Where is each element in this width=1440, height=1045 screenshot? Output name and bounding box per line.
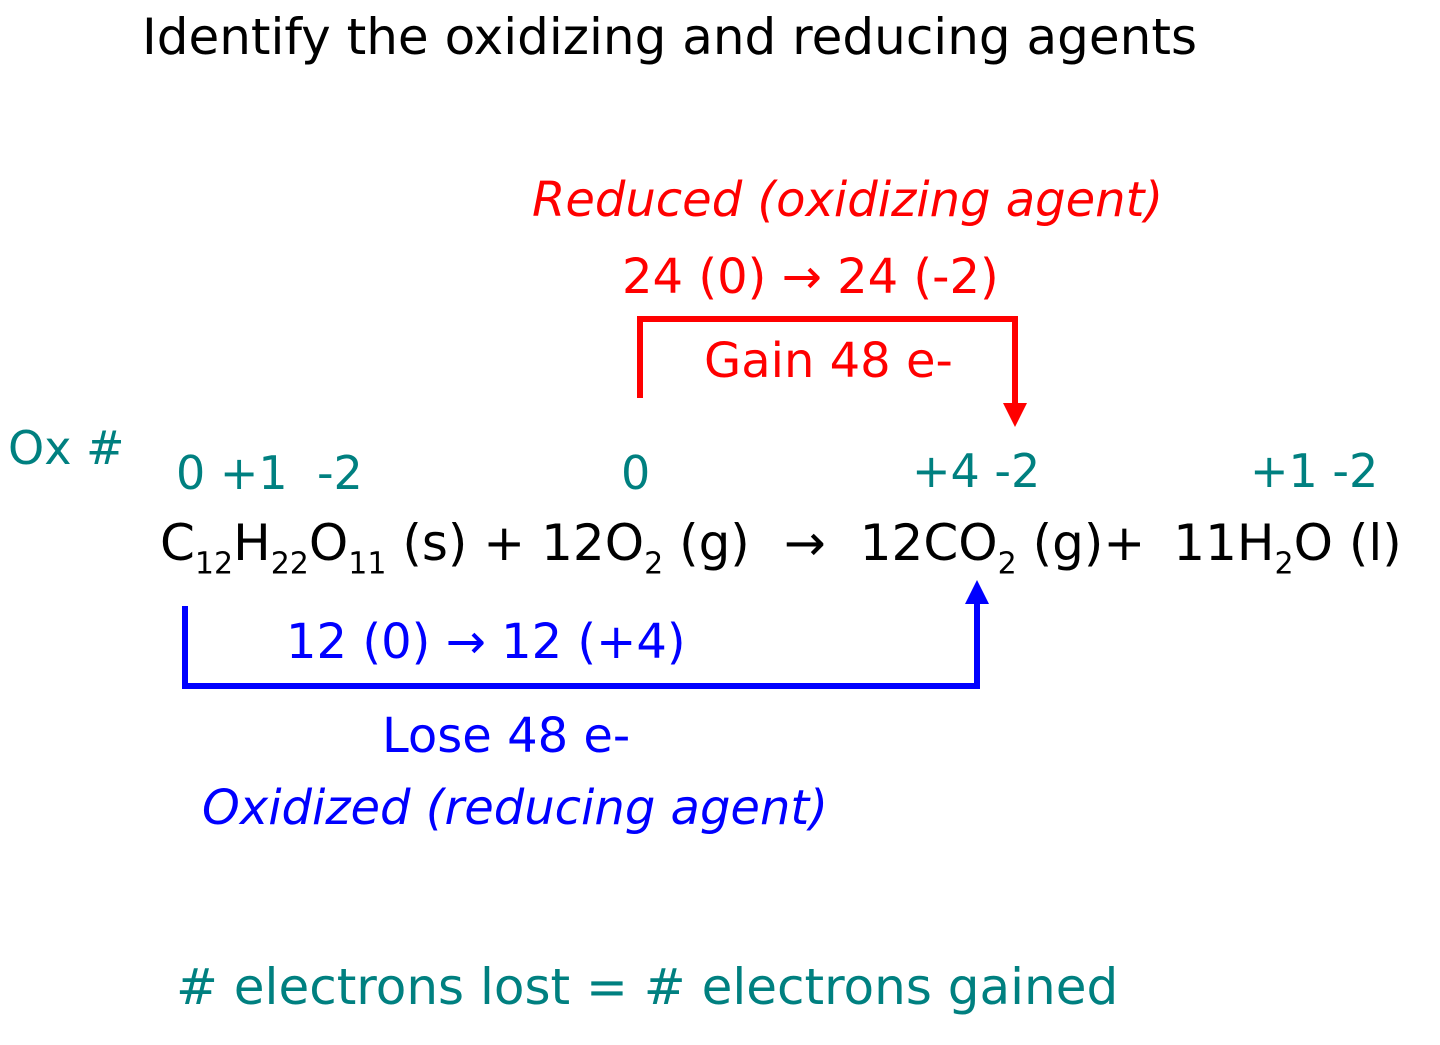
- ox-number-oxygen: 0: [621, 446, 651, 500]
- ox-numbers-sucrose: 0 +1 -2: [176, 446, 363, 500]
- sucrose-state-and-oxygen: (s) + 12O: [386, 514, 645, 572]
- sucrose-o: O: [308, 514, 349, 572]
- carbon-dioxide-subscript: 2: [997, 546, 1017, 582]
- slide-title: Identify the oxidizing and reducing agen…: [142, 8, 1198, 66]
- water: 11H: [1173, 514, 1275, 572]
- water-subscript: 2: [1274, 546, 1294, 582]
- reduced-label: Reduced (oxidizing agent): [532, 172, 1164, 228]
- oxidation-bracket-arrow: [182, 580, 989, 689]
- sucrose-c: C: [160, 514, 195, 572]
- sucrose-h-subscript: 22: [270, 546, 309, 582]
- oxidation-change: 12 (0) → 12 (+4): [286, 614, 686, 670]
- reduction-bracket-arrow: [637, 316, 1027, 427]
- lose-electrons-label: Lose 48 e-: [382, 708, 631, 764]
- oxygen-state: (g): [663, 514, 750, 572]
- gain-electrons-label: Gain 48 e-: [704, 333, 953, 389]
- sucrose-h: H: [233, 514, 271, 572]
- ox-number-header: Ox #: [8, 421, 125, 475]
- sucrose-c-subscript: 12: [194, 546, 234, 582]
- carbon-dioxide-state: (g)+: [1016, 514, 1146, 572]
- oxidized-label: Oxidized (reducing agent): [202, 780, 828, 836]
- ox-numbers-water: +1 -2: [1250, 444, 1379, 498]
- reduction-change: 24 (0) → 24 (-2): [622, 249, 999, 305]
- ox-numbers-co2: +4 -2: [912, 444, 1041, 498]
- oxygen-subscript: 2: [644, 546, 664, 582]
- carbon-dioxide: 12CO: [859, 514, 998, 572]
- footer-statement: # electrons lost = # electrons gained: [176, 958, 1119, 1016]
- chemical-equation: C12H22O11 (s) + 12O2 (g) → 12CO2 (g)+ 11H2O…: [160, 518, 1402, 579]
- water-state: O (l): [1293, 514, 1402, 572]
- reaction-arrow: →: [783, 514, 826, 572]
- sucrose-o-subscript: 11: [348, 546, 387, 582]
